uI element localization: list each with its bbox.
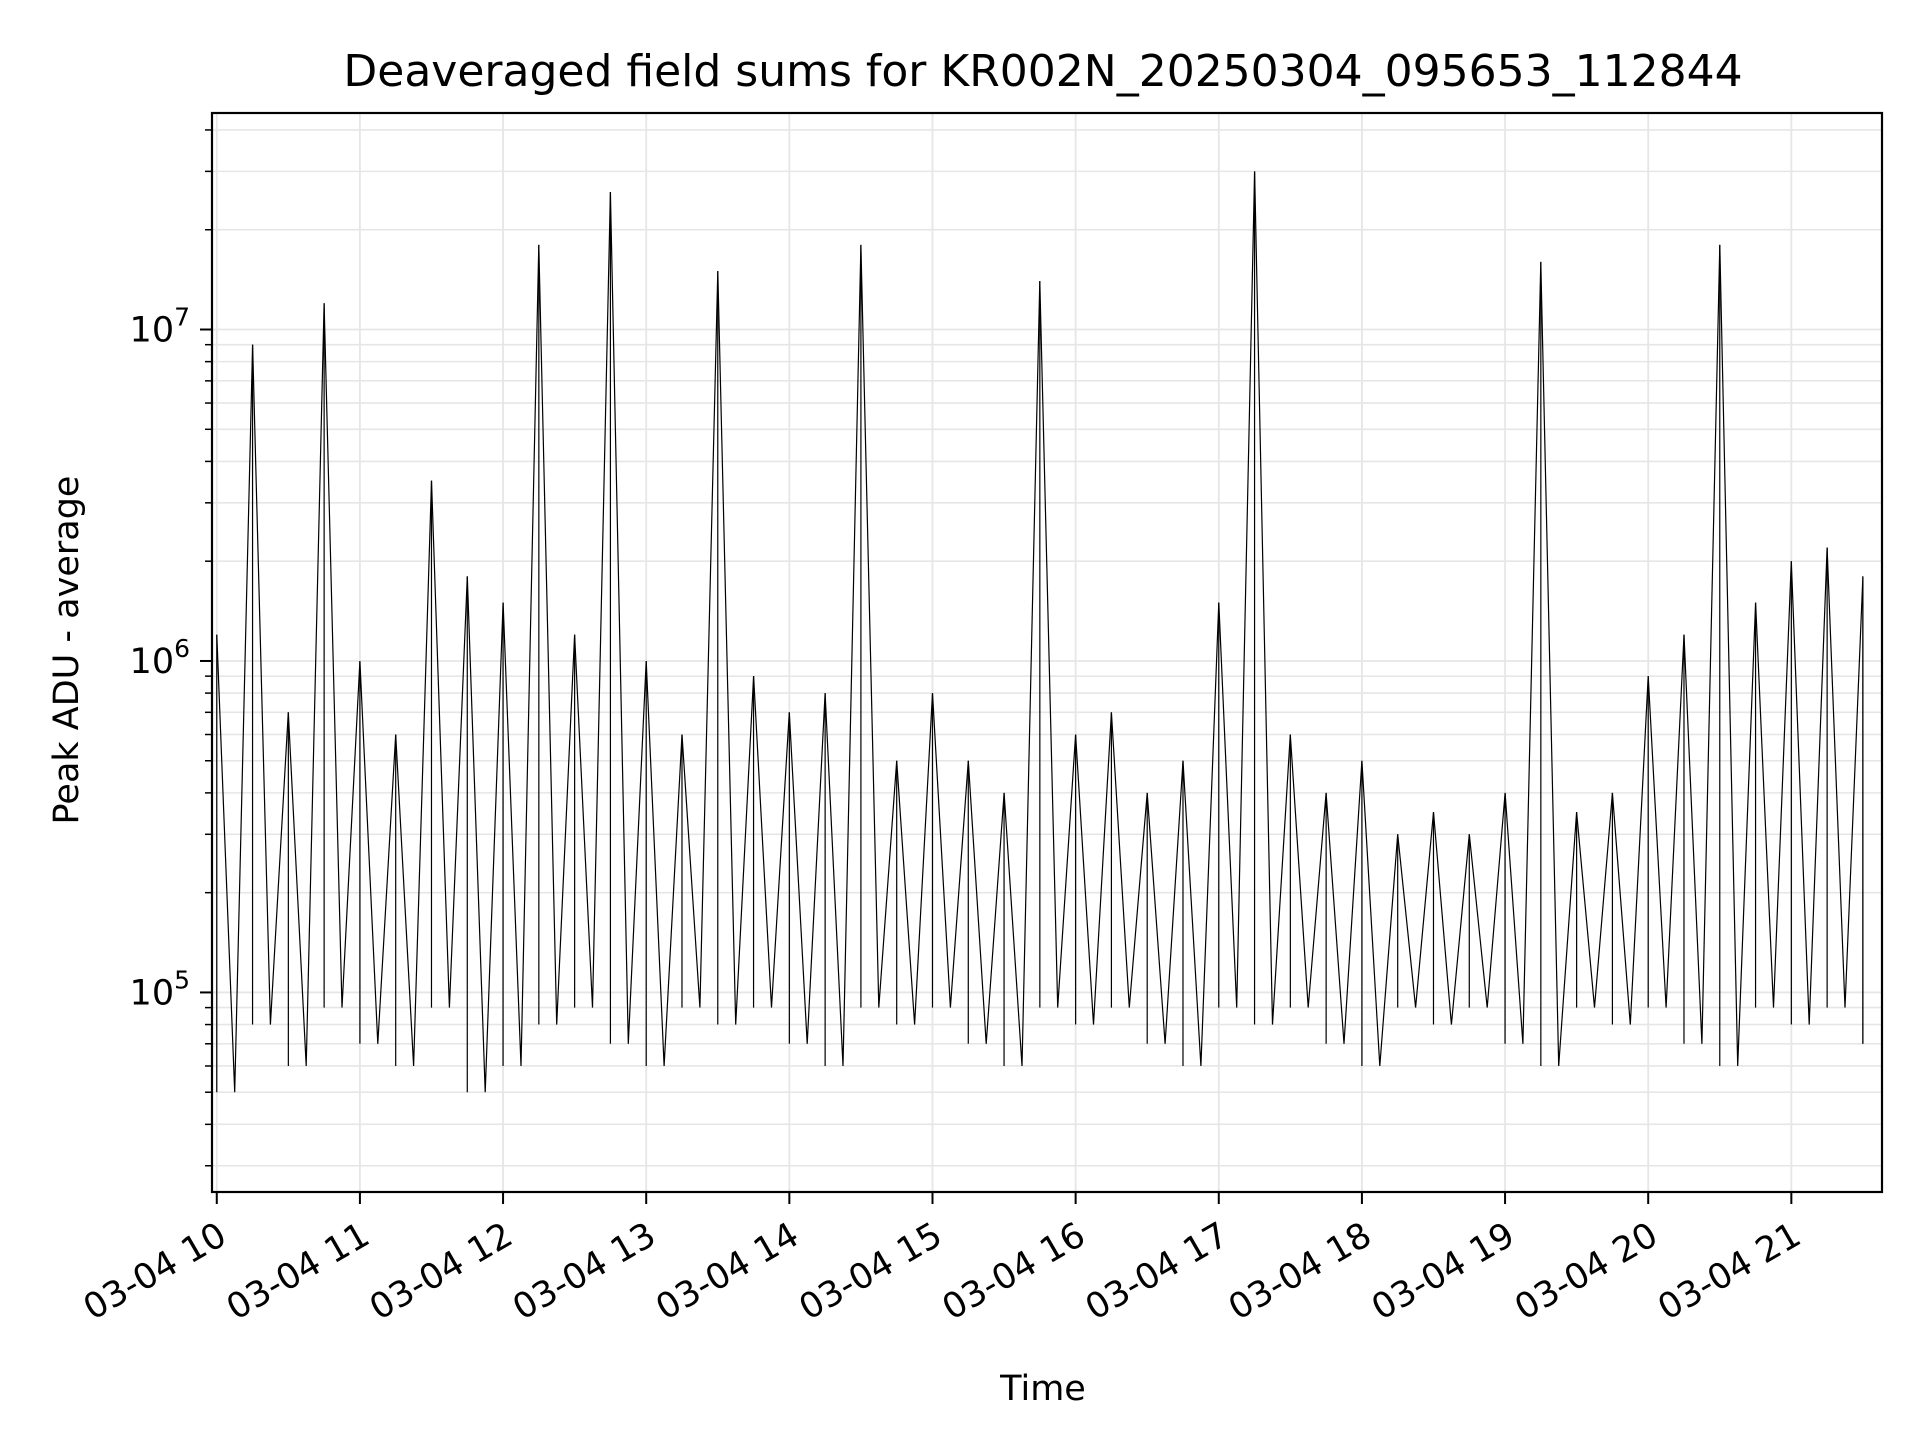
series-line-0 (216, 171, 1864, 1093)
y-tick-base: 10 (130, 311, 175, 351)
plot-frame (210, 111, 1884, 1194)
y-tick-label: 107 (130, 303, 190, 351)
y-tick-exponent: 5 (174, 965, 190, 994)
y-tick-label: 105 (130, 965, 190, 1013)
y-tick-exponent: 6 (174, 634, 190, 663)
y-axis-label: Peak ADU - average (47, 476, 87, 825)
y-tick-label: 106 (130, 634, 190, 682)
x-axis-label: Time (999, 1369, 1086, 1409)
chart-title: Deaveraged field sums for KR002N_2025030… (343, 46, 1742, 97)
y-tick-base: 10 (130, 642, 175, 682)
y-tick-base: 10 (130, 973, 175, 1013)
series-layer (216, 171, 1864, 1093)
y-tick-exponent: 7 (174, 303, 190, 332)
